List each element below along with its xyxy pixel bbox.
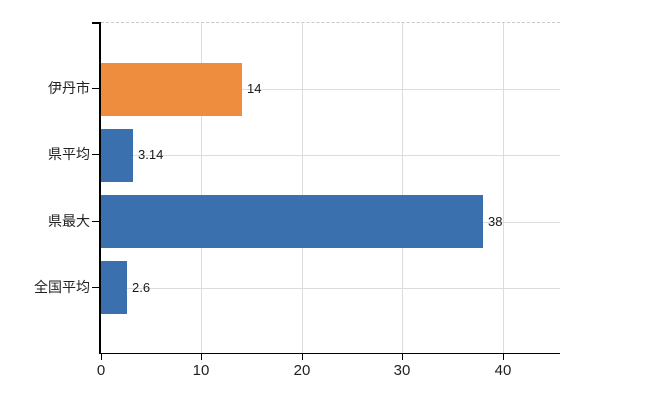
bar	[101, 63, 242, 116]
x-tick-label: 10	[192, 362, 210, 379]
category-label: 全国平均	[34, 279, 90, 295]
x-tick-label: 40	[494, 362, 512, 379]
bar	[101, 195, 483, 248]
x-axis-tick	[101, 354, 102, 360]
x-tick-label: 0	[96, 362, 106, 379]
y-axis-tick	[92, 154, 99, 155]
vertical-gridline	[502, 23, 504, 354]
category-label: 伊丹市	[48, 80, 90, 96]
x-axis-line	[99, 353, 560, 354]
y-axis-line	[99, 22, 101, 353]
x-axis-tick	[201, 354, 202, 360]
bar	[101, 261, 127, 314]
vertical-gridline	[301, 23, 303, 354]
bar-value-label: 3.14	[138, 147, 164, 162]
category-label: 県平均	[48, 146, 90, 162]
bar-value-label: 38	[488, 214, 503, 229]
plot-area: 14 3.14 38 2.6	[101, 22, 560, 354]
bar	[101, 129, 133, 182]
horizontal-gridline	[101, 155, 560, 156]
y-axis-tick	[92, 88, 99, 89]
horizontal-gridline	[101, 288, 560, 289]
horizontal-gridline	[101, 89, 560, 90]
y-axis-tick	[92, 287, 99, 288]
x-axis-tick	[503, 354, 504, 360]
x-axis-tick	[302, 354, 303, 360]
category-label: 県最大	[48, 213, 90, 229]
x-axis-tick	[402, 354, 403, 360]
y-axis-top-tick	[92, 22, 99, 24]
x-tick-label: 30	[393, 362, 411, 379]
x-tick-label: 20	[293, 362, 311, 379]
bar-value-label: 2.6	[132, 280, 151, 295]
bar-value-label: 14	[247, 81, 262, 96]
vertical-gridline	[402, 23, 404, 354]
y-axis-tick	[92, 221, 99, 222]
vertical-gridline	[201, 23, 203, 354]
